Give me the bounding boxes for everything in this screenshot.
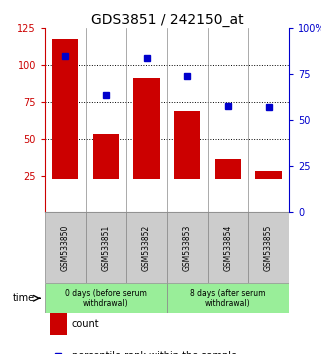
Text: count: count <box>72 319 100 329</box>
Text: GSM533854: GSM533854 <box>223 224 232 271</box>
Text: GSM533853: GSM533853 <box>183 224 192 271</box>
Text: 0 days (before serum
withdrawal): 0 days (before serum withdrawal) <box>65 289 147 308</box>
Bar <box>174 111 200 178</box>
Bar <box>50 313 67 335</box>
Title: GDS3851 / 242150_at: GDS3851 / 242150_at <box>91 13 243 27</box>
Bar <box>248 212 289 283</box>
Bar <box>134 78 160 178</box>
Bar <box>208 212 248 283</box>
Bar <box>256 171 282 178</box>
Bar <box>167 212 208 283</box>
Text: time: time <box>13 293 35 303</box>
Bar <box>93 135 119 178</box>
Text: GSM533852: GSM533852 <box>142 225 151 271</box>
Bar <box>167 283 289 313</box>
Text: GSM533855: GSM533855 <box>264 224 273 271</box>
Bar <box>86 212 126 283</box>
Bar <box>45 283 167 313</box>
Text: GSM533851: GSM533851 <box>101 225 110 271</box>
Bar <box>45 212 86 283</box>
Text: GSM533850: GSM533850 <box>61 224 70 271</box>
Bar <box>215 159 241 178</box>
Text: 8 days (after serum
withdrawal): 8 days (after serum withdrawal) <box>190 289 266 308</box>
Bar <box>126 212 167 283</box>
Text: percentile rank within the sample: percentile rank within the sample <box>72 351 237 354</box>
Bar <box>52 39 79 178</box>
